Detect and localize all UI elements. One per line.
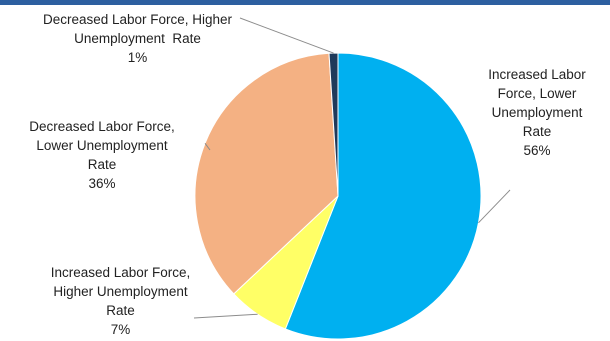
slice-label-decreased-higher: Decreased Labor Force, Higher Unemployme…	[20, 10, 255, 67]
label-percent: 36%	[88, 176, 116, 191]
slice-label-decreased-lower: Decreased Labor Force, Lower Unemploymen…	[2, 117, 202, 193]
slice-label-increased-higher: Increased Labor Force, Higher Unemployme…	[28, 263, 213, 339]
label-percent: 56%	[523, 143, 551, 158]
label-line: Higher Unemployment	[53, 284, 188, 299]
label-line: Decreased Labor Force, Higher	[42, 12, 233, 27]
leader-line-increased-higher	[193, 313, 258, 319]
leader-line-decreased-higher	[239, 17, 334, 54]
top-accent-bar	[0, 0, 610, 5]
label-line: Rate	[522, 124, 552, 139]
label-line: Force, Lower	[497, 86, 577, 101]
slice-decreased-higher	[328, 52, 339, 197]
label-line: Unemployment	[491, 105, 583, 120]
label-line: Rate	[87, 157, 117, 172]
slice-increased-lower	[284, 52, 482, 340]
label-line: Rate	[106, 303, 135, 318]
label-percent: 1%	[127, 50, 148, 65]
slice-label-increased-lower: Increased Labor Force, Lower Unemploymen…	[472, 65, 602, 160]
label-line: Unemployment Rate	[74, 31, 201, 46]
label-line: Increased Labor Force,	[50, 265, 191, 280]
label-percent: 7%	[110, 322, 131, 337]
label-line: Increased Labor	[488, 67, 586, 82]
label-line: Lower Unemployment	[36, 138, 168, 153]
leader-line-decreased-lower	[204, 143, 211, 151]
leader-line-increased-lower	[478, 189, 511, 224]
label-line: Decreased Labor Force,	[29, 119, 175, 134]
